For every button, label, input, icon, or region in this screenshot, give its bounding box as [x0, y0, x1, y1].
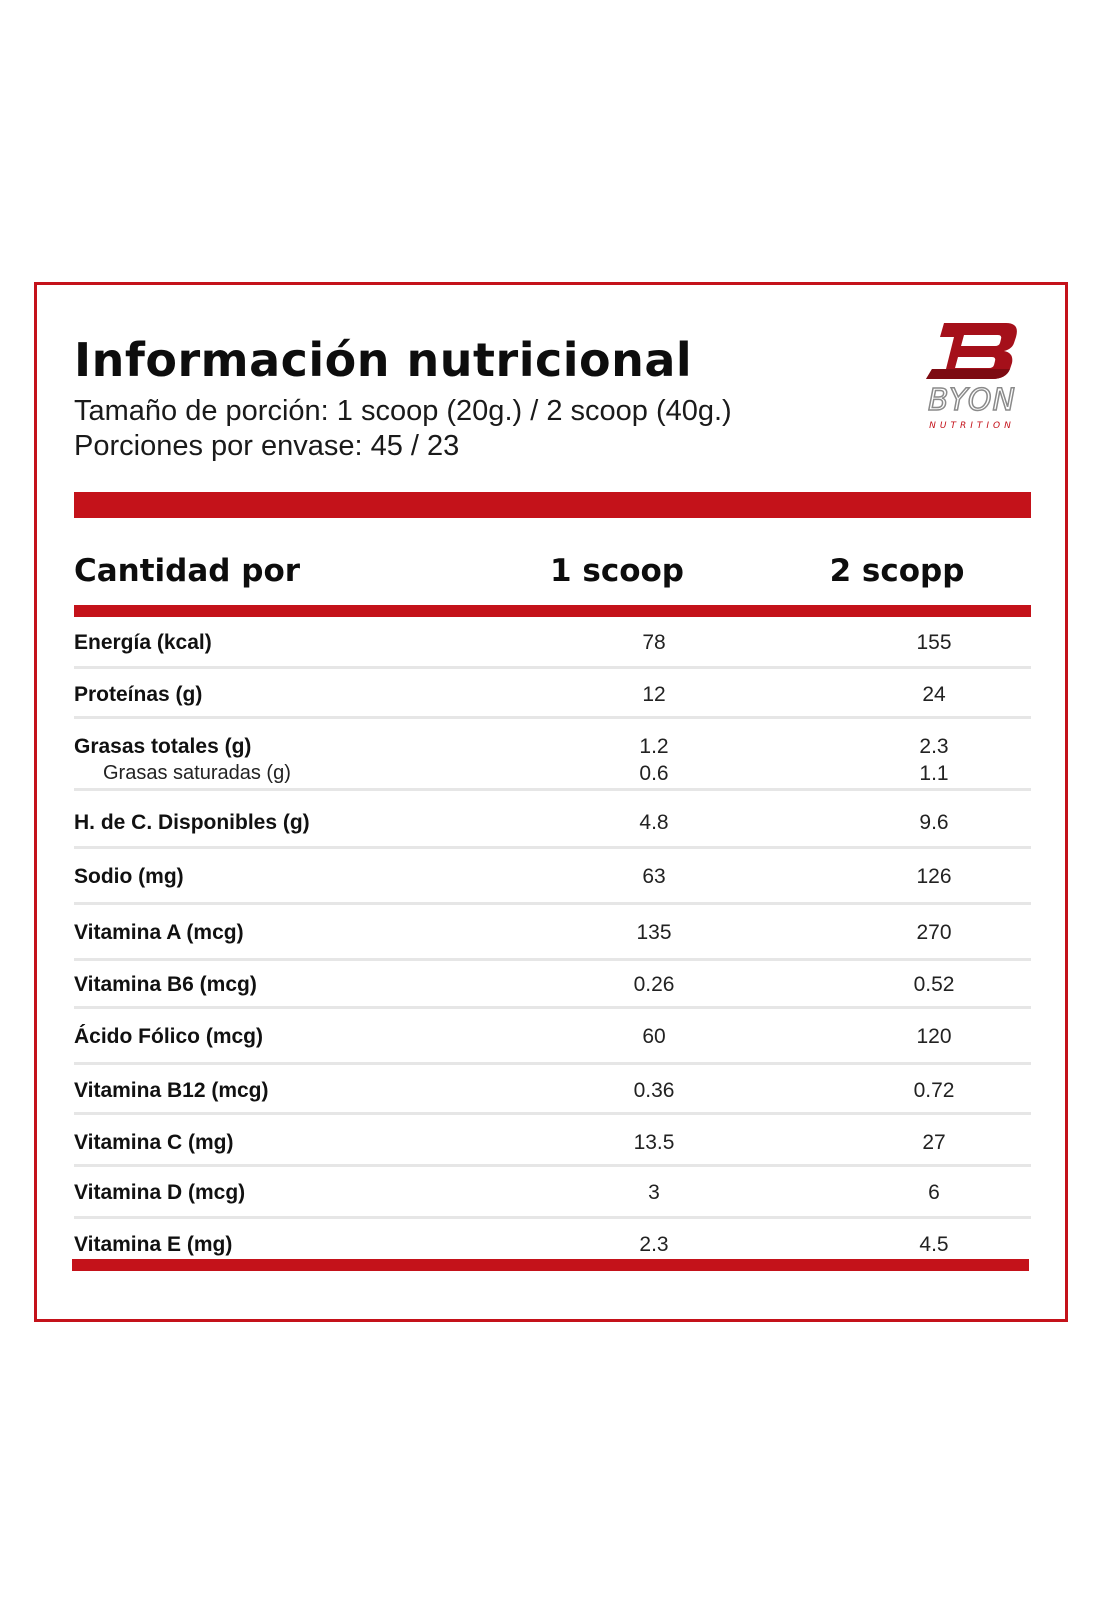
page-title: Información nutricional — [74, 333, 693, 387]
table-row: Vitamina E (mg) 2.3 4.5 — [74, 1219, 1031, 1269]
row-value-2-scoop: 9.6 — [919, 811, 949, 834]
row-value-2-scoop: 2.3 — [919, 735, 949, 758]
table-row: Grasas totales (g) 1.2 2.3 Grasas satura… — [74, 719, 1031, 791]
row-value-1-scoop: 12 — [642, 683, 666, 706]
row-label: H. de C. Disponibles (g) — [74, 811, 310, 834]
row-sub-value-2-scoop: 1.1 — [919, 762, 949, 785]
row-label: Energía (kcal) — [74, 631, 212, 654]
row-value-2-scoop: 0.72 — [913, 1079, 955, 1102]
row-value-2-scoop: 155 — [916, 631, 952, 654]
header-divider — [74, 492, 1031, 518]
row-value-2-scoop: 24 — [922, 683, 946, 706]
row-label: Vitamina B6 (mcg) — [74, 973, 257, 996]
row-value-2-scoop: 4.5 — [919, 1233, 949, 1256]
serving-size: Tamaño de porción: 1 scoop (20g.) / 2 sc… — [74, 395, 732, 427]
row-value-1-scoop: 135 — [636, 921, 672, 944]
row-label: Vitamina A (mcg) — [74, 921, 244, 944]
brand-name: BYON — [927, 382, 1016, 419]
column-header-label: Cantidad por — [74, 553, 301, 589]
table-row: Vitamina A (mcg) 135 270 — [74, 905, 1031, 961]
table-row: Vitamina C (mg) 13.5 27 — [74, 1115, 1031, 1167]
column-header-1-scoop: 1 scoop — [550, 553, 684, 589]
row-value-2-scoop: 0.52 — [913, 973, 955, 996]
row-value-1-scoop: 0.36 — [633, 1079, 675, 1102]
table-header-divider — [74, 605, 1031, 617]
row-value-2-scoop: 120 — [916, 1025, 952, 1048]
nutrition-table: Energía (kcal) 78 155 Proteínas (g) 12 2… — [74, 617, 1031, 1269]
table-row: Energía (kcal) 78 155 — [74, 617, 1031, 669]
servings-per-container: Porciones por envase: 45 / 23 — [74, 430, 460, 462]
row-value-2-scoop: 270 — [916, 921, 952, 944]
row-label: Grasas totales (g) — [74, 735, 252, 758]
table-footer-divider — [72, 1259, 1029, 1271]
row-value-2-scoop: 6 — [928, 1181, 940, 1204]
table-row: Ácido Fólico (mcg) 60 120 — [74, 1009, 1031, 1065]
byon-b-logo-icon — [926, 323, 1017, 379]
table-row: H. de C. Disponibles (g) 4.8 9.6 — [74, 791, 1031, 849]
row-value-2-scoop: 126 — [916, 865, 952, 888]
nutrition-facts-panel: Información nutricional Tamaño de porció… — [34, 282, 1068, 1322]
row-value-1-scoop: 1.2 — [639, 735, 669, 758]
row-label: Vitamina B12 (mcg) — [74, 1079, 269, 1102]
row-label: Proteínas (g) — [74, 683, 203, 706]
table-row: Proteínas (g) 12 24 — [74, 669, 1031, 719]
row-label: Vitamina E (mg) — [74, 1233, 233, 1256]
row-value-1-scoop: 3 — [648, 1181, 660, 1204]
row-value-1-scoop: 63 — [642, 865, 666, 888]
row-value-1-scoop: 78 — [642, 631, 666, 654]
row-value-1-scoop: 13.5 — [633, 1131, 675, 1154]
row-value-1-scoop: 4.8 — [639, 811, 669, 834]
row-label: Sodio (mg) — [74, 865, 184, 888]
brand-logo: BYON NUTRITION — [902, 315, 1042, 435]
column-header-2-scoop: 2 scopp — [829, 553, 965, 589]
table-row: Sodio (mg) 63 126 — [74, 849, 1031, 905]
row-label: Vitamina C (mg) — [74, 1131, 234, 1154]
row-value-1-scoop: 0.26 — [633, 973, 675, 996]
row-value-1-scoop: 60 — [642, 1025, 666, 1048]
row-value-1-scoop: 2.3 — [639, 1233, 669, 1256]
row-label: Ácido Fólico (mcg) — [74, 1025, 263, 1048]
row-sub-value-1-scoop: 0.6 — [639, 762, 669, 785]
row-sub-label: Grasas saturadas (g) — [103, 762, 291, 784]
row-label: Vitamina D (mcg) — [74, 1181, 246, 1204]
table-row: Vitamina B6 (mcg) 0.26 0.52 — [74, 961, 1031, 1009]
table-row: Vitamina D (mcg) 3 6 — [74, 1167, 1031, 1219]
table-row: Vitamina B12 (mcg) 0.36 0.72 — [74, 1065, 1031, 1115]
brand-tagline: NUTRITION — [929, 421, 1015, 431]
row-value-2-scoop: 27 — [922, 1131, 946, 1154]
